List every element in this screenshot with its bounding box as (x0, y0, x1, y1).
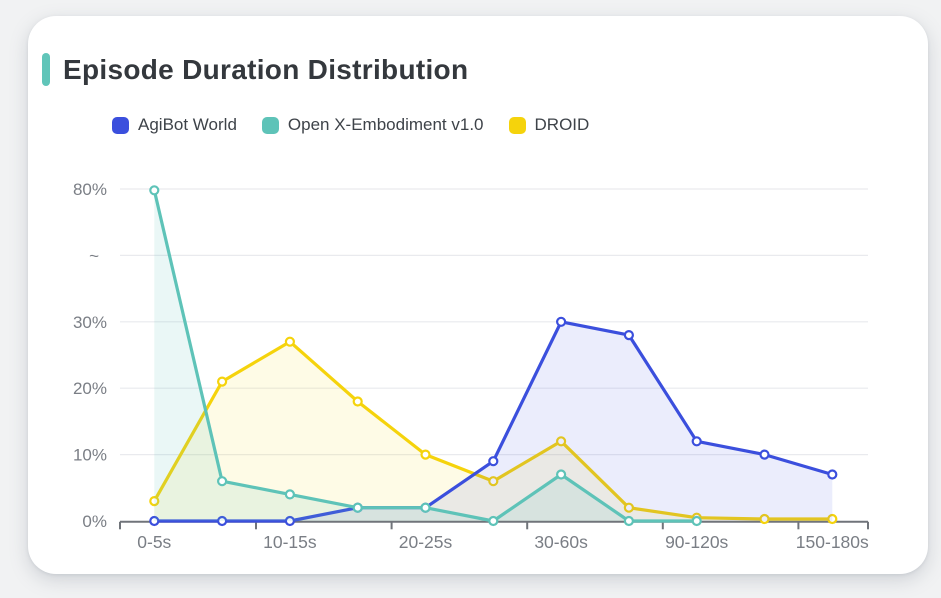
y-tick-label: 20% (73, 379, 107, 398)
legend-label-agibot-world: AgiBot World (138, 115, 237, 134)
legend-item-agibot-world[interactable]: AgiBot World (112, 115, 237, 135)
marker-open-x-embodiment-v1-0 (488, 515, 499, 527)
title-accent-bar (42, 53, 50, 86)
series-open-x-embodiment-v1-0 (149, 185, 702, 527)
marker-open-x-embodiment-v1-0 (691, 515, 702, 527)
marker-open-x-embodiment-v1-0 (149, 185, 160, 196)
x-tick-label: 10-15s (263, 532, 317, 552)
marker-droid (623, 502, 635, 513)
legend: AgiBot World Open X-Embodiment v1.0 DROI… (112, 115, 614, 135)
marker-open-x-embodiment-v1-0 (217, 476, 228, 487)
legend-item-droid[interactable]: DROID (508, 115, 590, 135)
legend-label-open-x-embodiment: Open X-Embodiment v1.0 (287, 115, 484, 134)
y-tick-label: 30% (73, 313, 107, 332)
marker-droid (488, 476, 499, 487)
x-tick-label: 30-60s (534, 532, 588, 552)
marker-agibot-world (488, 456, 499, 467)
marker-agibot-world (149, 515, 160, 527)
title-row: Episode Duration Distribution (42, 53, 468, 86)
legend-item-open-x-embodiment[interactable]: Open X-Embodiment v1.0 (261, 115, 484, 135)
area-droid (154, 341, 833, 521)
y-tick-label: 10% (73, 446, 107, 465)
y-tick-label: 80% (73, 180, 107, 199)
legend-swatch-agibot-world (112, 116, 129, 134)
marker-droid (555, 436, 567, 447)
series-droid (149, 336, 838, 525)
area-open-x-embodiment-v1-0 (154, 190, 697, 522)
marker-droid (759, 513, 770, 525)
marker-agibot-world (555, 316, 567, 327)
marker-droid (827, 513, 838, 525)
marker-droid (217, 376, 228, 387)
legend-swatch-open-x-embodiment (261, 116, 279, 134)
area-agibot-world (154, 321, 833, 521)
marker-open-x-embodiment-v1-0 (623, 515, 635, 527)
marker-droid (149, 496, 160, 507)
marker-open-x-embodiment-v1-0 (555, 469, 567, 480)
marker-agibot-world (827, 469, 838, 480)
marker-agibot-world (284, 515, 295, 527)
marker-open-x-embodiment-v1-0 (284, 489, 295, 500)
legend-label-droid: DROID (534, 115, 590, 134)
marker-open-x-embodiment-v1-0 (420, 502, 431, 513)
marker-droid (352, 396, 363, 407)
y-tick-label: ~ (89, 246, 99, 265)
x-tick-label: 90-120s (665, 532, 728, 552)
marker-agibot-world (217, 515, 228, 527)
marker-droid (420, 449, 431, 460)
x-tick-label: 150-180s (796, 532, 869, 552)
marker-droid (284, 336, 295, 347)
marker-open-x-embodiment-v1-0 (352, 502, 363, 513)
y-tick-label: 0% (82, 512, 107, 531)
marker-agibot-world (691, 436, 702, 447)
page-title: Episode Duration Distribution (63, 53, 469, 85)
legend-swatch-droid (508, 116, 526, 134)
x-tick-label: 0-5s (137, 532, 171, 552)
marker-agibot-world (623, 330, 635, 341)
x-tick-label: 20-25s (399, 532, 453, 552)
marker-agibot-world (759, 449, 770, 460)
